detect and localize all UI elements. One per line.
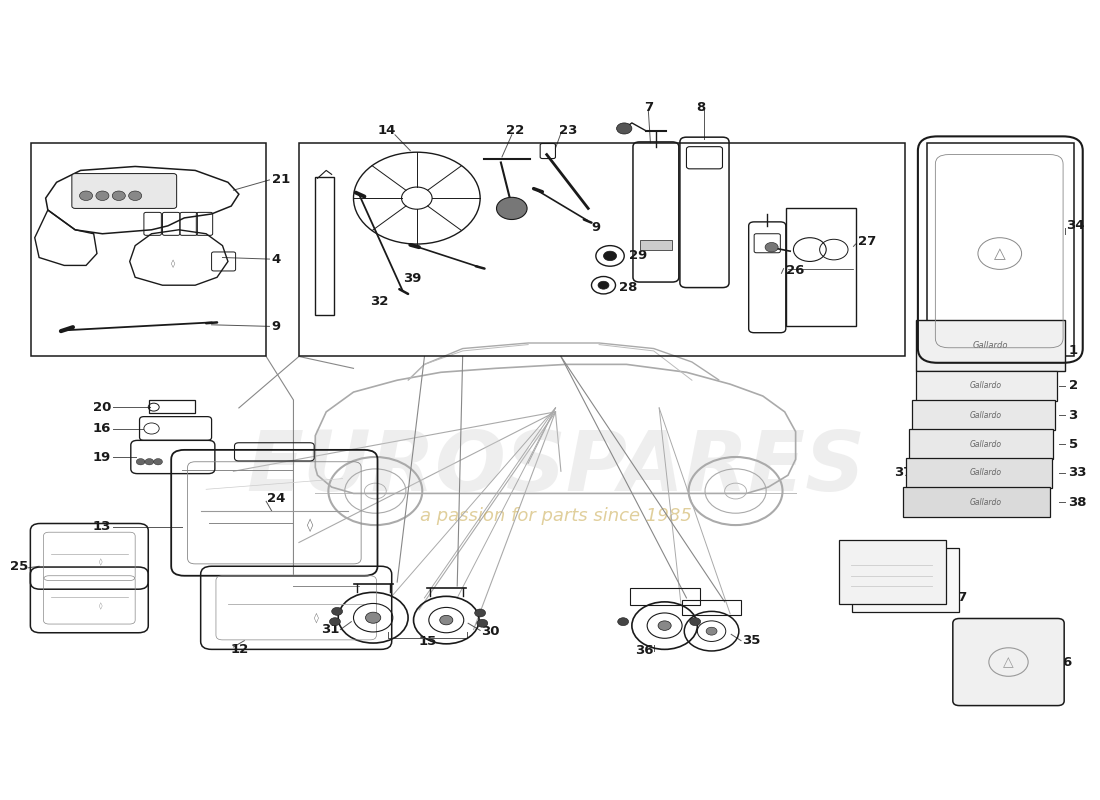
- Text: 31: 31: [321, 623, 339, 636]
- Circle shape: [766, 242, 778, 252]
- FancyBboxPatch shape: [839, 540, 946, 604]
- FancyBboxPatch shape: [852, 548, 959, 612]
- Text: Gallardo: Gallardo: [970, 468, 1002, 478]
- Text: Gallardo: Gallardo: [970, 410, 1002, 419]
- Text: 39: 39: [403, 272, 421, 286]
- Text: Gallardo: Gallardo: [970, 382, 1002, 390]
- FancyBboxPatch shape: [903, 487, 1050, 517]
- Text: Gallardo: Gallardo: [970, 498, 1002, 506]
- Text: △: △: [994, 246, 1005, 261]
- Text: 34: 34: [1066, 219, 1085, 232]
- Circle shape: [496, 198, 527, 219]
- Text: 9: 9: [272, 320, 280, 333]
- Text: 37: 37: [894, 466, 912, 479]
- Text: ◊: ◊: [172, 259, 175, 268]
- Text: 25: 25: [10, 560, 29, 573]
- Text: 9: 9: [592, 221, 601, 234]
- Circle shape: [332, 607, 342, 615]
- Text: 16: 16: [92, 422, 111, 435]
- Text: 5: 5: [1068, 438, 1078, 451]
- Text: 17: 17: [949, 591, 968, 605]
- FancyBboxPatch shape: [915, 370, 1056, 401]
- Circle shape: [690, 618, 701, 626]
- FancyBboxPatch shape: [912, 400, 1055, 430]
- Text: 1: 1: [1068, 345, 1078, 358]
- FancyBboxPatch shape: [915, 320, 1065, 370]
- Text: 2: 2: [1068, 379, 1078, 392]
- Circle shape: [475, 609, 485, 617]
- Circle shape: [598, 282, 609, 289]
- Text: 15: 15: [419, 635, 437, 648]
- FancyBboxPatch shape: [953, 618, 1064, 706]
- Circle shape: [136, 458, 145, 465]
- FancyBboxPatch shape: [72, 174, 177, 209]
- FancyBboxPatch shape: [906, 458, 1052, 488]
- Circle shape: [617, 123, 631, 134]
- Circle shape: [330, 618, 340, 626]
- Text: 13: 13: [92, 520, 111, 533]
- Circle shape: [96, 191, 109, 201]
- Circle shape: [604, 251, 617, 261]
- Circle shape: [706, 627, 717, 635]
- Text: 29: 29: [628, 250, 647, 262]
- Text: 33: 33: [1068, 466, 1087, 479]
- Text: ◊: ◊: [315, 613, 319, 623]
- Circle shape: [365, 612, 381, 623]
- Text: 22: 22: [506, 124, 525, 138]
- Text: 14: 14: [377, 124, 396, 138]
- Circle shape: [440, 615, 453, 625]
- Text: ◊: ◊: [99, 602, 103, 610]
- Text: 28: 28: [619, 281, 637, 294]
- Circle shape: [618, 618, 628, 626]
- Circle shape: [477, 619, 487, 627]
- Text: 35: 35: [742, 634, 760, 647]
- Text: 26: 26: [785, 265, 804, 278]
- Text: 19: 19: [92, 450, 111, 463]
- Circle shape: [112, 191, 125, 201]
- Circle shape: [79, 191, 92, 201]
- Text: 8: 8: [696, 101, 705, 114]
- Text: 6: 6: [1062, 655, 1071, 669]
- Text: 7: 7: [644, 101, 653, 114]
- Text: 12: 12: [230, 643, 249, 656]
- Text: ◊: ◊: [99, 559, 103, 566]
- Text: 4: 4: [272, 253, 280, 266]
- Text: △: △: [1003, 655, 1014, 669]
- Text: 27: 27: [858, 235, 876, 248]
- Text: 36: 36: [635, 645, 653, 658]
- Text: EUROSPARES: EUROSPARES: [246, 426, 865, 508]
- Text: a passion for parts since 1985: a passion for parts since 1985: [419, 507, 692, 526]
- Circle shape: [145, 458, 154, 465]
- Circle shape: [658, 621, 671, 630]
- Text: 3: 3: [1068, 409, 1078, 422]
- Text: 30: 30: [481, 625, 499, 638]
- Text: 21: 21: [272, 174, 290, 186]
- Circle shape: [154, 458, 163, 465]
- FancyBboxPatch shape: [639, 240, 672, 250]
- Text: 32: 32: [370, 294, 388, 307]
- Text: Gallardo: Gallardo: [972, 341, 1009, 350]
- FancyBboxPatch shape: [910, 430, 1054, 459]
- Circle shape: [129, 191, 142, 201]
- Text: Gallardo: Gallardo: [970, 440, 1002, 449]
- Text: 38: 38: [1068, 496, 1087, 509]
- Text: 20: 20: [92, 401, 111, 414]
- Text: 24: 24: [267, 493, 286, 506]
- Text: ◊: ◊: [307, 519, 314, 533]
- Text: 23: 23: [559, 124, 578, 138]
